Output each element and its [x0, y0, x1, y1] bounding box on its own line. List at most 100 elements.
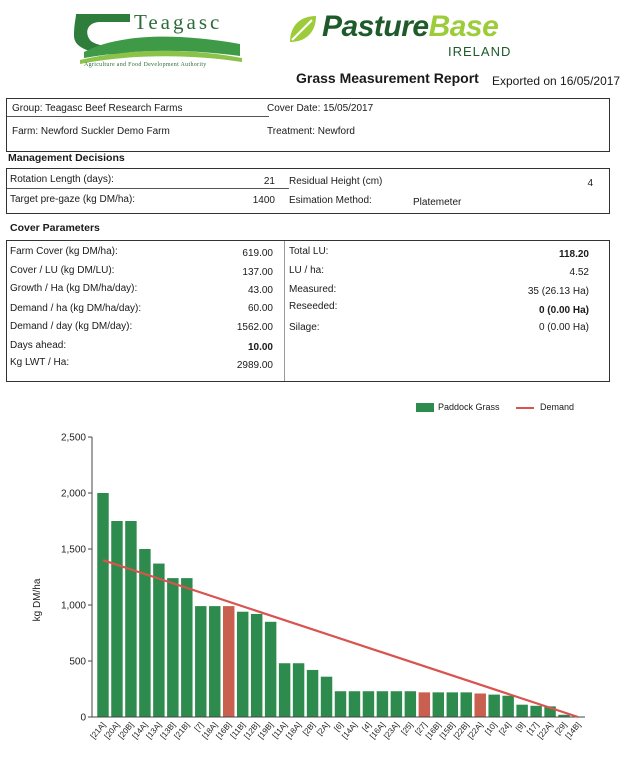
x-tick-label: [22A]: [536, 721, 555, 741]
lu-per-ha-label: LU / ha:: [289, 265, 325, 276]
target-pregraze-label: Target pre-gaze (kg DM/ha):: [10, 194, 136, 205]
pasturebase-logo: PastureBase IRELAND: [286, 10, 536, 66]
bar-paddock: [474, 693, 486, 717]
rotation-length-value: 21: [263, 176, 275, 187]
teagasc-wordmark: Teagasc: [134, 10, 223, 34]
cover-box: Farm Cover (kg DM/ha): 619.00 Cover / LU…: [6, 240, 610, 382]
reseeded-value: 0 (0.00 Ha): [538, 305, 589, 316]
demand-day-label: Demand / day (kg DM/day):: [10, 321, 133, 332]
cover-title: Cover Parameters: [10, 222, 100, 234]
total-lu-label: Total LU:: [289, 246, 329, 257]
demand-line: [102, 559, 579, 719]
pasturebase-word-pasture: Pasture: [322, 10, 429, 43]
management-title: Management Decisions: [8, 152, 125, 164]
x-tick-label: [25]: [399, 721, 414, 737]
measured-value: 35 (26.13 Ha): [527, 286, 589, 297]
days-ahead-label: Days ahead:: [10, 340, 67, 351]
bar-paddock: [320, 676, 333, 717]
y-tick-label: 1,000: [61, 601, 86, 612]
cover-column-divider: [284, 241, 285, 381]
bar-paddock: [362, 691, 375, 717]
treatment-label: Treatment: Newford: [267, 126, 355, 137]
days-ahead-value: 10.00: [247, 342, 273, 353]
x-tick-label: [22A]: [466, 721, 485, 741]
pasturebase-wordmark: PastureBase: [322, 10, 499, 44]
leaf-icon: [290, 16, 316, 42]
measured-label: Measured:: [289, 284, 337, 295]
farm-cover-value: 619.00: [242, 248, 273, 259]
legend-label-grass: Paddock Grass: [438, 402, 500, 412]
silage-label: Silage:: [289, 322, 320, 333]
x-tick-label: [14B]: [564, 721, 583, 741]
y-tick-label: 500: [69, 657, 86, 668]
bar-paddock: [404, 691, 417, 717]
x-tick-label: [21B]: [172, 721, 191, 741]
bar-paddock: [236, 611, 249, 717]
legend-label-demand: Demand: [540, 402, 575, 412]
bar-paddock: [250, 613, 263, 717]
x-tick-label: [14A]: [340, 721, 359, 741]
x-tick-label: [24]: [497, 721, 512, 737]
estimation-method-label: Esimation Method:: [289, 195, 372, 206]
farm-label: Farm: Newford Suckler Demo Farm: [12, 126, 170, 137]
lu-per-ha-value: 4.52: [569, 267, 589, 278]
demand-day-value: 1562.00: [236, 322, 273, 333]
x-tick-label: [18A]: [284, 721, 303, 741]
export-date: Exported on 16/05/2017: [492, 74, 621, 88]
bar-paddock: [530, 705, 542, 717]
info-box: Group: Teagasc Beef Research Farms Cover…: [6, 98, 610, 152]
cover-per-lu-value: 137.00: [242, 267, 273, 278]
cover-per-lu-label: Cover / LU (kg DM/LU):: [10, 265, 115, 276]
bar-paddock: [223, 606, 235, 717]
bar-paddock: [278, 663, 291, 717]
total-lu-value: 118.20: [558, 249, 589, 260]
growth-value: 43.00: [247, 285, 273, 296]
bar-paddock: [558, 714, 570, 717]
demand-ha-value: 60.00: [247, 303, 273, 314]
bar-paddock: [460, 692, 472, 717]
x-tick-label: [2A]: [315, 721, 331, 738]
kg-lwt-label: Kg LWT / Ha:: [10, 357, 70, 368]
bar-paddock: [97, 493, 109, 717]
bar-paddock: [153, 563, 165, 717]
bar-paddock: [306, 669, 319, 717]
x-tick-label: [6]: [332, 721, 345, 734]
bar-paddock: [418, 692, 431, 717]
growth-label: Growth / Ha (kg DM/ha/day):: [10, 283, 138, 294]
bar-paddock: [502, 695, 514, 717]
pasturebase-region: IRELAND: [448, 44, 512, 59]
y-tick-label: 2,500: [61, 433, 86, 444]
bar-paddock: [544, 706, 556, 717]
bar-paddock: [125, 521, 137, 717]
info-divider: [7, 116, 269, 117]
x-tick-label: [4]: [360, 721, 373, 734]
kg-lwt-value: 2989.00: [236, 360, 273, 371]
y-tick-label: 0: [80, 713, 86, 724]
group-label: Group: Teagasc Beef Research Farms: [12, 103, 183, 114]
bar-paddock: [292, 663, 305, 717]
y-tick-label: 2,000: [61, 489, 86, 500]
pasturebase-word-base: Base: [428, 10, 499, 43]
cover-date: Cover Date: 15/05/2017: [267, 103, 374, 114]
legend-swatch-grass: [416, 403, 434, 412]
target-pregraze-value: 1400: [252, 195, 275, 206]
x-tick-label: [19B]: [256, 721, 275, 741]
teagasc-logo: Teagasc Agriculture and Food Development…: [70, 8, 250, 76]
bar-paddock: [376, 691, 389, 717]
management-divider: [7, 188, 289, 189]
bar-paddock: [348, 691, 361, 717]
y-axis-title: kg DM/ha: [32, 578, 43, 621]
bar-paddock: [390, 691, 403, 717]
report-title: Grass Measurement Report: [296, 70, 479, 86]
x-tick-label: [7]: [193, 721, 206, 734]
bar-paddock: [209, 606, 221, 717]
paddock-cover-chart: Paddock Grass Demand kg DM/ha 0 500 1,000 1…: [20, 395, 620, 765]
bar-paddock: [167, 578, 179, 717]
rotation-length-label: Rotation Length (days):: [10, 174, 114, 185]
bar-paddock: [334, 691, 347, 717]
estimation-method-value: Platemeter: [413, 197, 462, 208]
x-tick-label: [2B]: [301, 721, 317, 738]
bar-paddock: [181, 578, 193, 717]
bar-paddock: [516, 704, 528, 717]
residual-height-label: Residual Height (cm): [289, 176, 383, 187]
